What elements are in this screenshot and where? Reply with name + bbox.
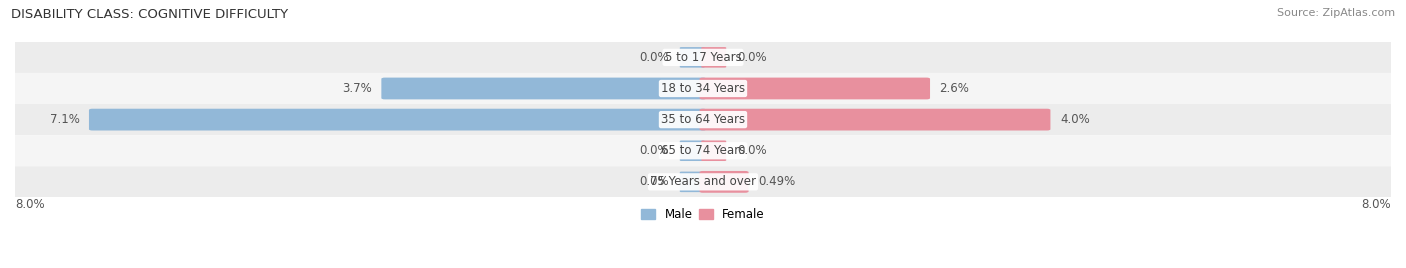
Text: 65 to 74 Years: 65 to 74 Years: [661, 144, 745, 157]
FancyBboxPatch shape: [15, 104, 1391, 135]
FancyBboxPatch shape: [15, 73, 1391, 104]
FancyBboxPatch shape: [679, 47, 704, 68]
FancyBboxPatch shape: [679, 140, 704, 161]
FancyBboxPatch shape: [15, 135, 1391, 166]
Text: 8.0%: 8.0%: [1361, 198, 1391, 211]
Text: 3.7%: 3.7%: [342, 82, 373, 95]
Text: 7.1%: 7.1%: [49, 113, 80, 126]
FancyBboxPatch shape: [381, 78, 706, 99]
FancyBboxPatch shape: [15, 42, 1391, 73]
Text: 0.0%: 0.0%: [737, 144, 768, 157]
Legend: Male, Female: Male, Female: [637, 203, 769, 226]
Text: 35 to 64 Years: 35 to 64 Years: [661, 113, 745, 126]
Text: 2.6%: 2.6%: [939, 82, 969, 95]
Text: 0.0%: 0.0%: [737, 51, 768, 64]
FancyBboxPatch shape: [700, 171, 748, 193]
Text: 18 to 34 Years: 18 to 34 Years: [661, 82, 745, 95]
Text: 8.0%: 8.0%: [15, 198, 45, 211]
FancyBboxPatch shape: [15, 166, 1391, 198]
FancyBboxPatch shape: [702, 47, 727, 68]
Text: Source: ZipAtlas.com: Source: ZipAtlas.com: [1277, 8, 1395, 18]
Text: 5 to 17 Years: 5 to 17 Years: [665, 51, 741, 64]
Text: 0.0%: 0.0%: [638, 144, 669, 157]
Text: 0.0%: 0.0%: [638, 51, 669, 64]
Text: DISABILITY CLASS: COGNITIVE DIFFICULTY: DISABILITY CLASS: COGNITIVE DIFFICULTY: [11, 8, 288, 21]
Text: 0.49%: 0.49%: [758, 175, 796, 188]
FancyBboxPatch shape: [679, 172, 704, 192]
Text: 4.0%: 4.0%: [1060, 113, 1090, 126]
Text: 0.0%: 0.0%: [638, 175, 669, 188]
Text: 75 Years and over: 75 Years and over: [650, 175, 756, 188]
FancyBboxPatch shape: [702, 140, 727, 161]
FancyBboxPatch shape: [700, 78, 929, 99]
FancyBboxPatch shape: [89, 109, 706, 131]
FancyBboxPatch shape: [700, 109, 1050, 131]
